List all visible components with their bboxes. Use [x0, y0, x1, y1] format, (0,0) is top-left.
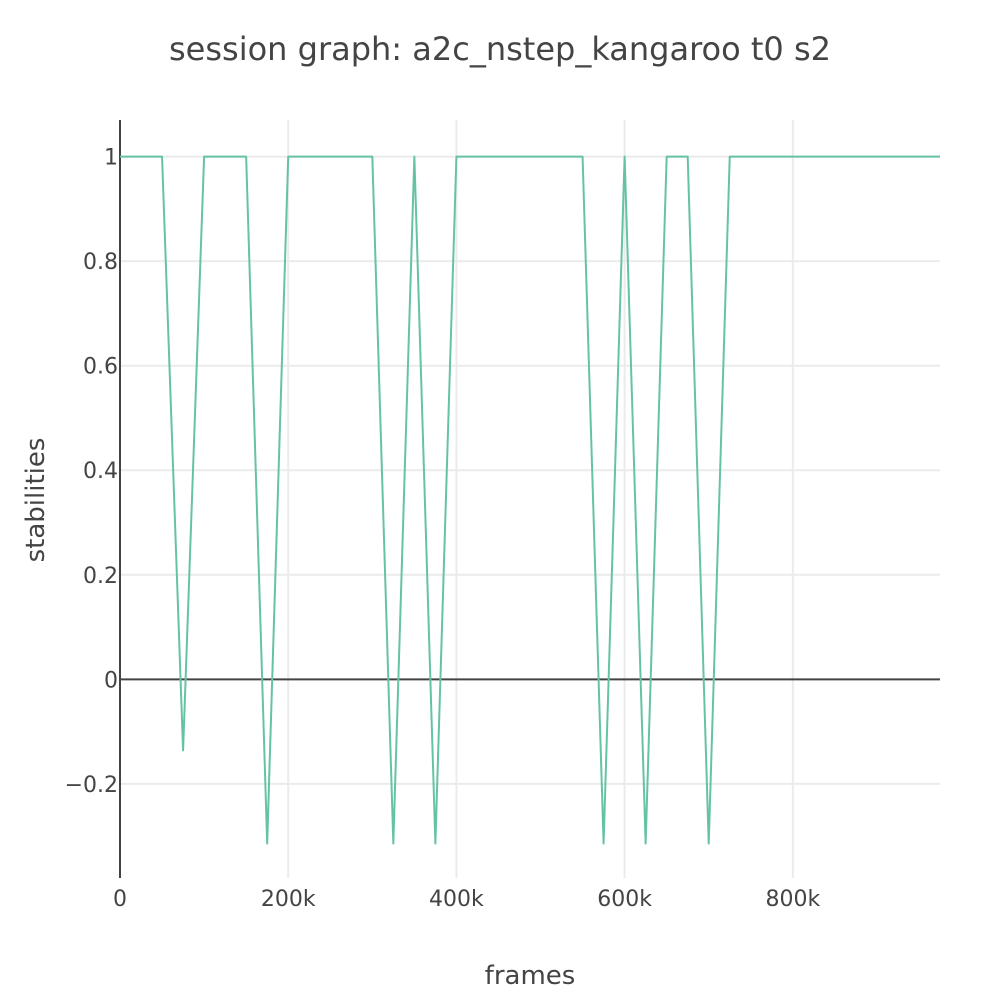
data-point [203, 156, 205, 158]
series-line [120, 155, 940, 845]
chart-title: session graph: a2c_nstep_kangaroo t0 s2 [169, 30, 831, 68]
data-point [434, 842, 436, 844]
data-point [666, 156, 668, 158]
data-point [813, 156, 815, 158]
x-tick-label: 200k [261, 887, 316, 912]
y-tick-label: 0.2 [83, 564, 118, 589]
series-layer [119, 155, 941, 845]
x-gridlines [287, 120, 794, 878]
y-tick-label: 0 [104, 668, 118, 693]
data-point [161, 156, 163, 158]
y-gridlines [120, 155, 940, 785]
data-point [897, 156, 899, 158]
data-point [266, 842, 268, 844]
data-point [855, 156, 857, 158]
data-point [729, 156, 731, 158]
data-point [371, 156, 373, 158]
data-point [350, 156, 352, 158]
data-point [540, 156, 542, 158]
y-tick-label: 0.8 [83, 250, 118, 275]
data-point [876, 156, 878, 158]
data-point [140, 156, 142, 158]
data-point [224, 156, 226, 158]
data-point [708, 842, 710, 844]
x-tick-label: 800k [765, 887, 820, 912]
data-point [182, 749, 184, 751]
data-point [119, 156, 121, 158]
data-point [750, 156, 752, 158]
data-point [918, 156, 920, 158]
data-point [624, 156, 626, 158]
x-tick-labels: 0 200k 400k 600k 800k [113, 887, 820, 912]
data-point [287, 156, 289, 158]
y-tick-label: 0.4 [83, 459, 118, 484]
data-point [792, 156, 794, 158]
data-point [497, 156, 499, 158]
y-tick-label: −0.2 [65, 773, 118, 798]
data-point [413, 156, 415, 158]
data-point [582, 156, 584, 158]
x-tick-label: 0 [113, 887, 127, 912]
x-tick-label: 400k [429, 887, 484, 912]
y-tick-label: 0.6 [83, 355, 118, 380]
data-point [308, 156, 310, 158]
data-point [518, 156, 520, 158]
data-point [645, 842, 647, 844]
data-point [687, 156, 689, 158]
data-point [603, 842, 605, 844]
y-tick-labels: −0.2 0 0.2 0.4 0.6 0.8 1 [65, 146, 118, 798]
data-point [476, 156, 478, 158]
data-point [561, 156, 563, 158]
data-point [939, 156, 941, 158]
y-tick-label: 1 [104, 146, 118, 171]
x-tick-label: 600k [597, 887, 652, 912]
data-point [245, 156, 247, 158]
data-point [771, 156, 773, 158]
x-axis-title: frames [485, 961, 576, 991]
data-point [329, 156, 331, 158]
data-point [392, 842, 394, 844]
y-axis-title: stabilities [21, 438, 51, 563]
data-point [455, 156, 457, 158]
data-point [834, 156, 836, 158]
